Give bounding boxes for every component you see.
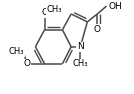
Text: O: O [41, 8, 48, 17]
Text: O: O [23, 59, 30, 68]
Text: CH₃: CH₃ [9, 47, 24, 56]
Text: O: O [41, 8, 48, 17]
Text: O: O [23, 59, 30, 68]
Text: CH₃: CH₃ [46, 5, 62, 14]
Text: O: O [94, 25, 101, 34]
Text: OH: OH [108, 2, 122, 11]
Text: CH₃: CH₃ [72, 59, 88, 68]
Text: N: N [77, 42, 84, 51]
